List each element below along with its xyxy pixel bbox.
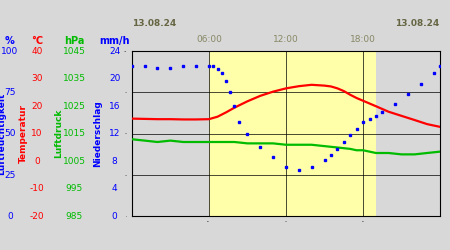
Text: 8: 8	[112, 157, 117, 166]
Text: -20: -20	[30, 212, 44, 221]
Text: 1035: 1035	[63, 74, 86, 83]
Text: 12: 12	[109, 129, 121, 138]
Text: 75: 75	[4, 88, 16, 97]
Text: Temperatur: Temperatur	[19, 104, 28, 163]
Text: hPa: hPa	[64, 36, 85, 46]
Text: 10: 10	[31, 129, 43, 138]
Bar	[209, 51, 376, 216]
Text: 0: 0	[112, 212, 117, 221]
Text: 1025: 1025	[63, 102, 86, 111]
Text: Luftdruck: Luftdruck	[54, 109, 63, 158]
Text: 06:00: 06:00	[196, 35, 222, 44]
Text: 40: 40	[31, 47, 43, 56]
Text: 25: 25	[4, 170, 16, 179]
Text: 30: 30	[31, 74, 43, 83]
Text: Luftfeuchtigkeit: Luftfeuchtigkeit	[0, 92, 6, 175]
Text: 12:00: 12:00	[273, 35, 299, 44]
Text: 0: 0	[34, 157, 40, 166]
Text: 20: 20	[109, 74, 121, 83]
Text: 985: 985	[66, 212, 83, 221]
Text: 13.08.24: 13.08.24	[132, 19, 177, 28]
Text: 1005: 1005	[63, 157, 86, 166]
Text: 18:00: 18:00	[350, 35, 376, 44]
Text: 13.08.24: 13.08.24	[395, 19, 440, 28]
Text: 20: 20	[31, 102, 43, 111]
Text: 50: 50	[4, 129, 16, 138]
Text: 100: 100	[1, 47, 18, 56]
Text: Niederschlag: Niederschlag	[94, 100, 103, 167]
Text: %: %	[5, 36, 15, 46]
Text: 16: 16	[109, 102, 121, 111]
Text: °C: °C	[31, 36, 43, 46]
Text: 995: 995	[66, 184, 83, 193]
Text: 0: 0	[7, 212, 13, 221]
Text: 4: 4	[112, 184, 117, 193]
Text: mm/h: mm/h	[99, 36, 130, 46]
Text: -10: -10	[30, 184, 44, 193]
Text: 1015: 1015	[63, 129, 86, 138]
Text: 1045: 1045	[63, 47, 86, 56]
Text: 24: 24	[109, 47, 121, 56]
